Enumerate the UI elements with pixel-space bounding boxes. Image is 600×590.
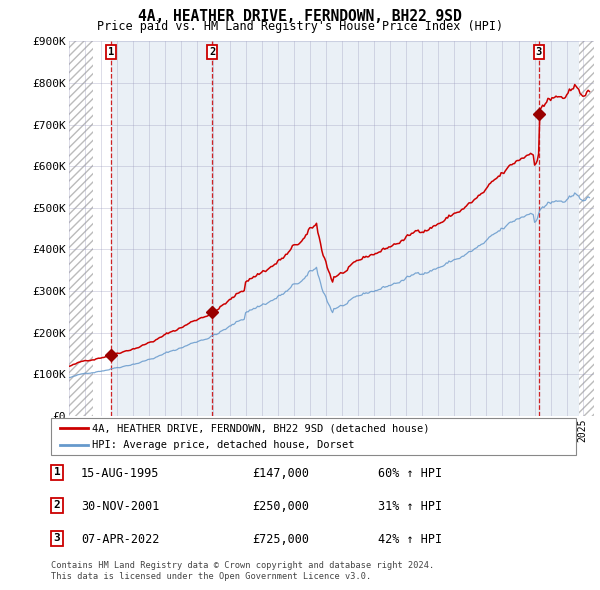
- Text: £725,000: £725,000: [252, 533, 309, 546]
- Text: 2: 2: [53, 500, 61, 510]
- Bar: [579, 41, 594, 416]
- Text: 4A, HEATHER DRIVE, FERNDOWN, BH22 9SD (detached house): 4A, HEATHER DRIVE, FERNDOWN, BH22 9SD (d…: [92, 424, 430, 433]
- Text: 31% ↑ HPI: 31% ↑ HPI: [378, 500, 442, 513]
- Text: 42% ↑ HPI: 42% ↑ HPI: [378, 533, 442, 546]
- Text: 1: 1: [53, 467, 61, 477]
- Text: Price paid vs. HM Land Registry's House Price Index (HPI): Price paid vs. HM Land Registry's House …: [97, 20, 503, 33]
- Text: HPI: Average price, detached house, Dorset: HPI: Average price, detached house, Dors…: [92, 441, 355, 450]
- Text: 2: 2: [209, 47, 215, 57]
- Text: 4A, HEATHER DRIVE, FERNDOWN, BH22 9SD: 4A, HEATHER DRIVE, FERNDOWN, BH22 9SD: [138, 9, 462, 24]
- Bar: [212, 41, 539, 416]
- Text: £147,000: £147,000: [252, 467, 309, 480]
- Text: 15-AUG-1995: 15-AUG-1995: [81, 467, 160, 480]
- Text: This data is licensed under the Open Government Licence v3.0.: This data is licensed under the Open Gov…: [51, 572, 371, 581]
- Text: 07-APR-2022: 07-APR-2022: [81, 533, 160, 546]
- Bar: [539, 41, 579, 416]
- Bar: [111, 41, 212, 416]
- Bar: [69, 41, 93, 416]
- Text: 60% ↑ HPI: 60% ↑ HPI: [378, 467, 442, 480]
- Text: 3: 3: [536, 47, 542, 57]
- Text: 30-NOV-2001: 30-NOV-2001: [81, 500, 160, 513]
- Text: 3: 3: [53, 533, 61, 543]
- Text: Contains HM Land Registry data © Crown copyright and database right 2024.: Contains HM Land Registry data © Crown c…: [51, 560, 434, 569]
- Text: £250,000: £250,000: [252, 500, 309, 513]
- Text: 1: 1: [108, 47, 114, 57]
